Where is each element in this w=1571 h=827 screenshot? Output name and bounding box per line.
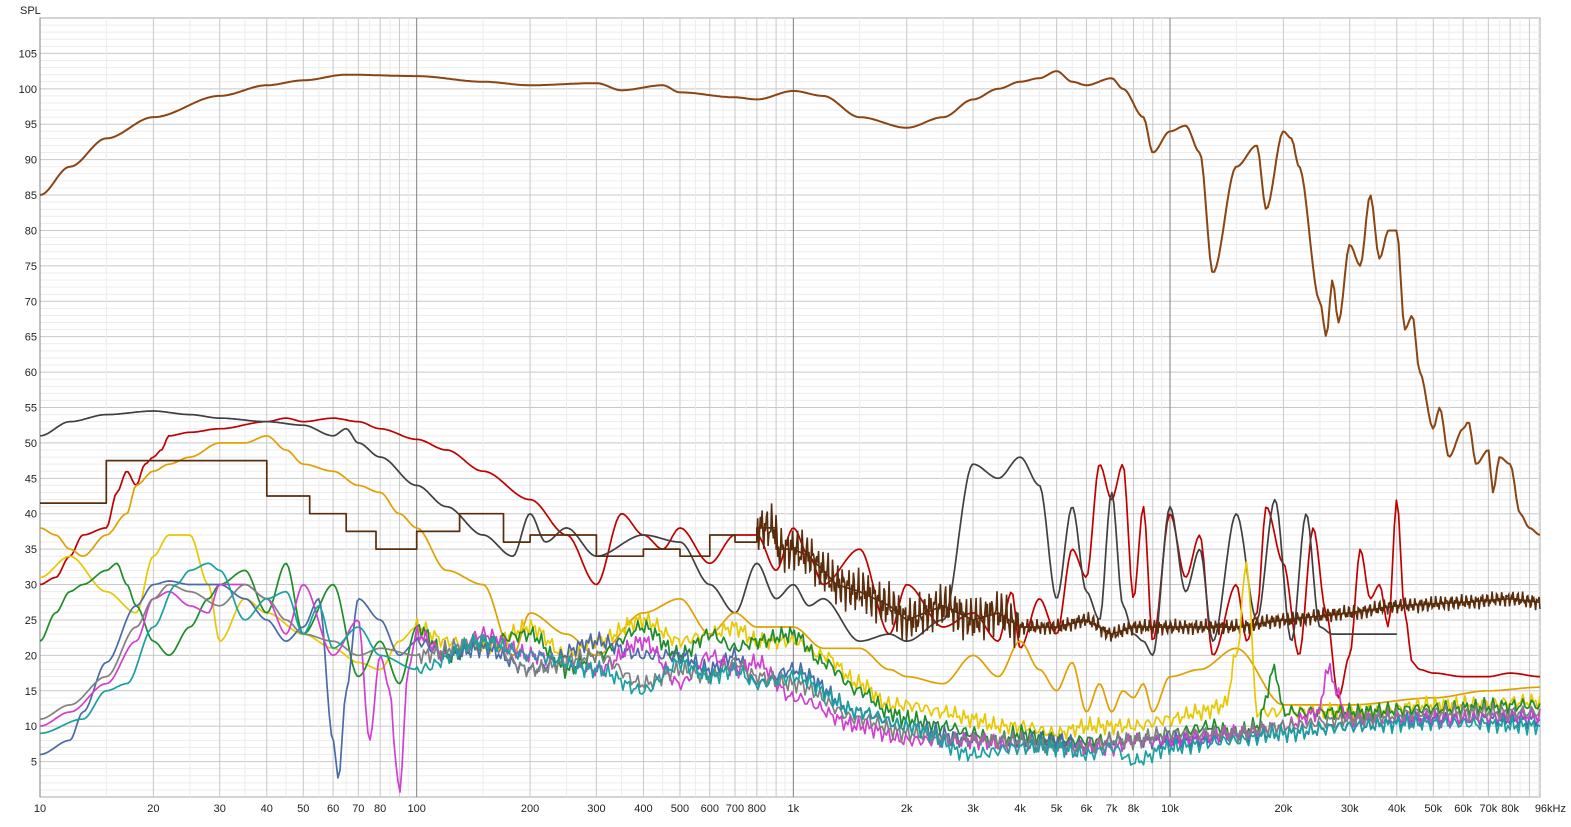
series-layer [39,70,1541,793]
x-tick-label: 8k [1128,803,1140,815]
y-tick-label: 35 [25,544,37,556]
x-tick-label: 7k [1106,803,1118,815]
y-tick-label: 20 [25,650,37,662]
y-tick-label: 45 [25,473,37,485]
y-tick-label: 105 [19,48,37,60]
x-tick-label: 40 [261,803,273,815]
x-tick-label: 200 [521,803,539,815]
y-tick-label: 70 [25,296,37,308]
grid-layer [39,17,1541,798]
x-tick-label: 20 [147,803,159,815]
x-tick-label: 30k [1341,803,1359,815]
y-tick-label: 100 [19,84,37,96]
x-tick-label: 600 [701,803,719,815]
x-tick-label: 60 [327,803,339,815]
y-tick-label: 80 [25,225,37,237]
y-tick-label: 75 [25,261,37,273]
x-tick-label: 2k [901,803,913,815]
y-tick-label: 5 [31,757,37,769]
x-tick-label: 800 [748,803,766,815]
axis-layer: 5 10 15 20 25 30 35 40 45 50 55 60 65 70 75 80 85 90 95 100… [19,48,1566,815]
y-tick-label: 95 [25,119,37,131]
x-tick-label: 20k [1275,803,1293,815]
x-tick-label: 700 [726,803,744,815]
y-tick-label: 55 [25,403,37,415]
x-tick-label: 4k [1014,803,1026,815]
series-line [39,417,1540,699]
series-line [39,410,1397,657]
y-tick-label: 30 [25,580,37,592]
series-line [39,562,1541,766]
y-tick-label: 25 [25,615,37,627]
y-axis-label: SPL [20,5,41,17]
x-tick-label: 10 [34,803,46,815]
x-tick-label: 100 [407,803,425,815]
x-tick-label: 80k [1501,803,1519,815]
y-tick-label: 50 [25,438,37,450]
x-tick-label: 96kHz [1535,803,1566,815]
x-tick-label: 400 [634,803,652,815]
x-tick-label: 70 [352,803,364,815]
y-tick-label: 90 [25,155,37,167]
series-line [39,562,1541,751]
x-tick-label: 300 [587,803,605,815]
x-tick-label: 40k [1388,803,1406,815]
x-tick-label: 5k [1051,803,1063,815]
x-tick-label: 3k [967,803,979,815]
series-line-noise [756,503,1541,649]
x-tick-label: 50 [297,803,309,815]
x-tick-label: 1k [788,803,800,815]
y-tick-label: 15 [25,686,37,698]
series-line [40,459,1541,635]
y-tick-label: 65 [25,332,37,344]
x-tick-label: 500 [671,803,689,815]
y-tick-label: 60 [25,367,37,379]
series-line [39,70,1541,536]
x-tick-label: 80 [374,803,386,815]
x-tick-label: 10k [1161,803,1179,815]
x-tick-label: 30 [214,803,226,815]
x-tick-label: 50k [1424,803,1442,815]
y-tick-label: 10 [25,721,37,733]
x-tick-label: 6k [1081,803,1093,815]
x-tick-label: 60k [1454,803,1472,815]
y-tick-label: 85 [25,190,37,202]
y-tick-label: 40 [25,509,37,521]
x-tick-label: 70k [1479,803,1497,815]
